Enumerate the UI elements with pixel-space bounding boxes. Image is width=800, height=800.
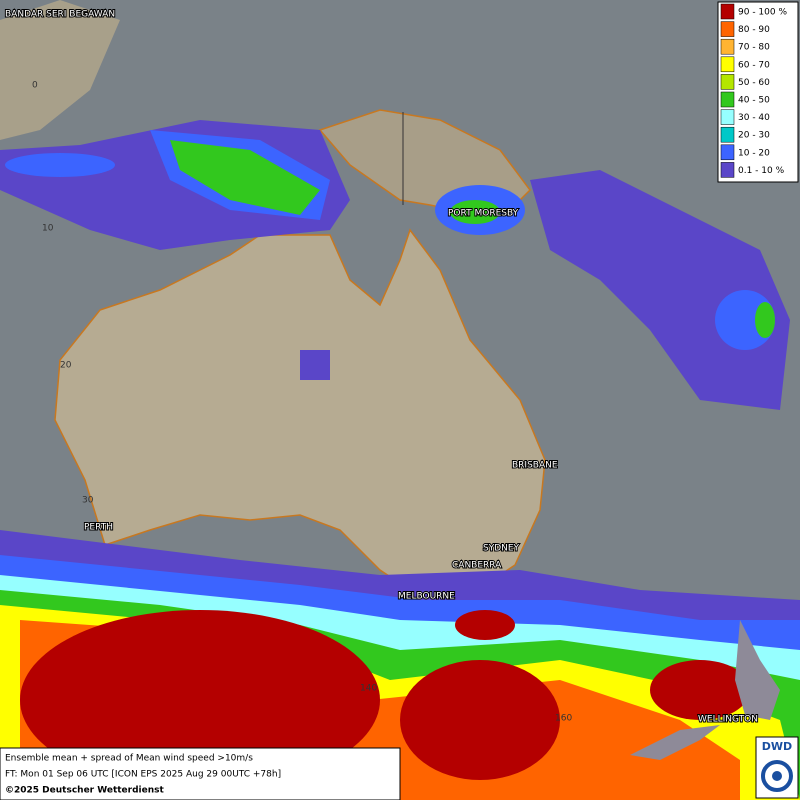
- legend-label: 90 - 100 %: [738, 8, 787, 18]
- legend-swatch: [720, 91, 735, 108]
- legend-label: 60 - 70: [738, 60, 770, 70]
- legend-label: 30 - 40: [738, 113, 770, 123]
- place-label: WELLINGTON: [698, 715, 758, 725]
- legend-swatch: [720, 74, 735, 90]
- grid-label: 160: [555, 714, 572, 724]
- legend-label: 0.1 - 10 %: [738, 166, 785, 176]
- grid-label: 30: [82, 496, 94, 506]
- footer-text: Ensemble mean + spread of Mean wind spee…: [5, 754, 253, 764]
- legend-swatch: [720, 109, 735, 125]
- legend-label: 80 - 90: [738, 25, 770, 35]
- nz-north: [735, 620, 780, 720]
- place-label: SYDNEY: [483, 544, 520, 554]
- field-low: [530, 170, 790, 410]
- legend-swatch: [720, 56, 735, 73]
- borneo: [0, 0, 120, 140]
- grid-label: 0: [32, 81, 38, 91]
- legend-swatch: [720, 3, 735, 20]
- field-high: [400, 660, 560, 780]
- legend-swatch: [720, 126, 735, 143]
- logo-text: DWD: [762, 740, 792, 753]
- legend-swatch: [720, 162, 735, 178]
- field-high: [650, 660, 750, 720]
- legend-label: 50 - 60: [738, 78, 770, 88]
- field-high: [455, 610, 515, 640]
- place-label: BRISBANE: [512, 461, 558, 471]
- field: [5, 153, 115, 177]
- place-label: CANBERRA: [452, 561, 502, 571]
- place-label: PORT MORESBY: [448, 209, 519, 219]
- place-label: BANDAR SERI BEGAWAN: [5, 10, 115, 20]
- field-low: [300, 350, 330, 380]
- footer-text: ©2025 Deutscher Wetterdienst: [5, 786, 164, 796]
- logo-icon: [761, 760, 793, 792]
- footer: [0, 747, 401, 800]
- legend-swatch: [720, 144, 735, 161]
- place-label: PERTH: [84, 523, 113, 533]
- australia: [54, 228, 546, 601]
- field: [170, 140, 320, 215]
- legend-label: 10 - 20: [738, 148, 770, 158]
- footer-text: FT: Mon 01 Sep 06 UTC [ICON EPS 2025 Aug…: [5, 770, 281, 780]
- logo-box: [755, 736, 799, 799]
- field: [450, 200, 500, 224]
- legend-label: 70 - 80: [738, 43, 770, 53]
- place-label: MELBOURNE: [398, 592, 455, 602]
- grid-label: 10: [42, 224, 54, 234]
- logo-icon: [772, 771, 782, 781]
- grid-label: 20: [60, 361, 72, 371]
- legend-swatch: [720, 38, 735, 55]
- legend-label: 40 - 50: [738, 96, 770, 106]
- field-high: [20, 610, 380, 790]
- field: [755, 302, 775, 338]
- legend-swatch: [720, 21, 735, 37]
- grid-label: 140: [360, 684, 377, 694]
- legend-label: 20 - 30: [738, 131, 770, 141]
- nz-south: [630, 725, 720, 760]
